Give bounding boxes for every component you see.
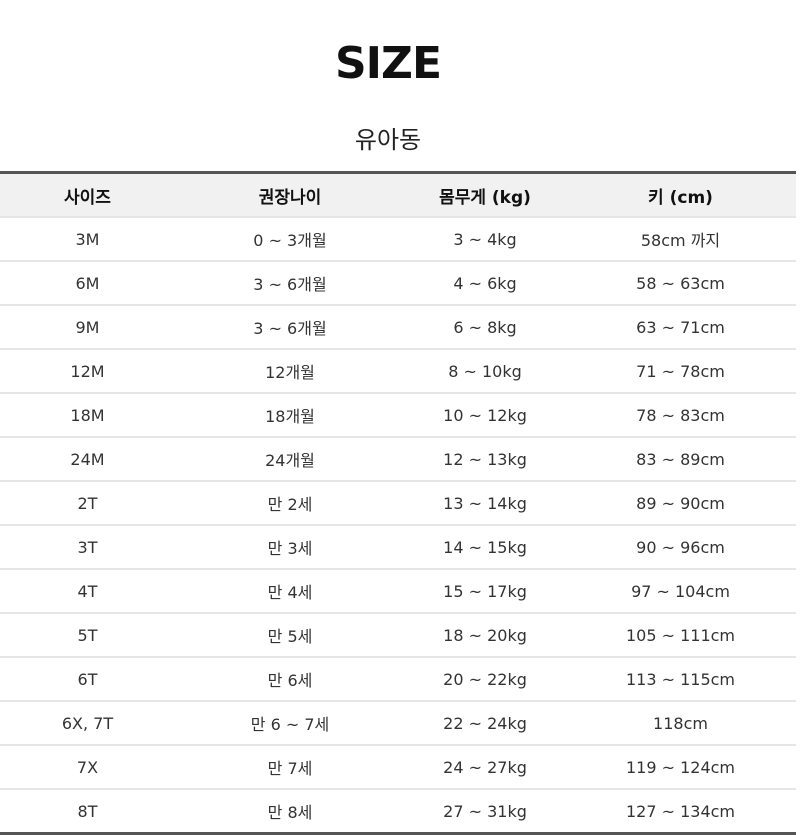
- table-row: 24M 24개월 12 ~ 13kg 83 ~ 89cm: [0, 436, 796, 481]
- header-height: 키 (cm): [648, 187, 713, 208]
- cell-weight: 22 ~ 24kg: [405, 700, 565, 745]
- cell-age: 만 2세: [175, 480, 405, 525]
- cell-size: 6X, 7T: [0, 700, 175, 745]
- cell-weight: 20 ~ 22kg: [405, 656, 565, 701]
- cell-weight: 12 ~ 13kg: [405, 436, 565, 481]
- cell-height: 127 ~ 134cm: [565, 788, 796, 834]
- cell-age: 0 ~ 3개월: [175, 216, 405, 261]
- table-row: 3M 0 ~ 3개월 3 ~ 4kg 58cm 까지: [0, 216, 796, 261]
- table-row: 4T 만 4세 15 ~ 17kg 97 ~ 104cm: [0, 568, 796, 613]
- cell-height: 105 ~ 111cm: [565, 612, 796, 657]
- cell-size: 8T: [0, 788, 175, 834]
- cell-age: 만 6 ~ 7세: [175, 700, 405, 745]
- cell-weight: 15 ~ 17kg: [405, 568, 565, 613]
- table-row: 12M 12개월 8 ~ 10kg 71 ~ 78cm: [0, 348, 796, 393]
- header-age: 권장나이: [258, 187, 322, 208]
- cell-height: 89 ~ 90cm: [565, 480, 796, 525]
- cell-age: 만 3세: [175, 524, 405, 569]
- cell-weight: 18 ~ 20kg: [405, 612, 565, 657]
- cell-height: 63 ~ 71cm: [565, 304, 796, 349]
- cell-size: 6T: [0, 656, 175, 701]
- cell-weight: 24 ~ 27kg: [405, 744, 565, 789]
- cell-weight: 27 ~ 31kg: [405, 788, 565, 834]
- cell-size: 5T: [0, 612, 175, 657]
- cell-age: 만 5세: [175, 612, 405, 657]
- cell-height: 119 ~ 124cm: [565, 744, 796, 789]
- table-row: 6X, 7T 만 6 ~ 7세 22 ~ 24kg 118cm: [0, 700, 796, 745]
- cell-age: 만 8세: [175, 788, 405, 834]
- cell-weight: 8 ~ 10kg: [405, 348, 565, 393]
- table-row: 2T 만 2세 13 ~ 14kg 89 ~ 90cm: [0, 480, 796, 525]
- table-row: 6M 3 ~ 6개월 4 ~ 6kg 58 ~ 63cm: [0, 260, 796, 305]
- cell-size: 2T: [0, 480, 175, 525]
- cell-height: 83 ~ 89cm: [565, 436, 796, 481]
- header-weight: 몸무게 (kg): [439, 187, 531, 208]
- table-header-row: 사이즈 권장나이 몸무게 (kg) 키 (cm): [0, 172, 796, 217]
- cell-age: 만 7세: [175, 744, 405, 789]
- cell-age: 12개월: [175, 348, 405, 393]
- cell-size: 3T: [0, 524, 175, 569]
- cell-age: 3 ~ 6개월: [175, 304, 405, 349]
- cell-weight: 6 ~ 8kg: [405, 304, 565, 349]
- cell-weight: 13 ~ 14kg: [405, 480, 565, 525]
- cell-size: 3M: [0, 216, 175, 261]
- cell-age: 18개월: [175, 392, 405, 437]
- header-size: 사이즈: [64, 187, 111, 208]
- table-row: 9M 3 ~ 6개월 6 ~ 8kg 63 ~ 71cm: [0, 304, 796, 349]
- cell-height: 78 ~ 83cm: [565, 392, 796, 437]
- cell-size: 9M: [0, 304, 175, 349]
- table-row: 6T 만 6세 20 ~ 22kg 113 ~ 115cm: [0, 656, 796, 701]
- cell-weight: 4 ~ 6kg: [405, 260, 565, 305]
- cell-age: 만 6세: [175, 656, 405, 701]
- table-row: 3T 만 3세 14 ~ 15kg 90 ~ 96cm: [0, 524, 796, 569]
- cell-height: 113 ~ 115cm: [565, 656, 796, 701]
- cell-height: 58 ~ 63cm: [565, 260, 796, 305]
- cell-weight: 3 ~ 4kg: [405, 216, 565, 261]
- cell-size: 6M: [0, 260, 175, 305]
- table-row: 5T 만 5세 18 ~ 20kg 105 ~ 111cm: [0, 612, 796, 657]
- size-table: 사이즈 권장나이 몸무게 (kg) 키 (cm) 3M 0 ~ 3개월 3 ~ 4k…: [0, 171, 796, 835]
- cell-age: 만 4세: [175, 568, 405, 613]
- cell-height: 90 ~ 96cm: [565, 524, 796, 569]
- cell-size: 24M: [0, 436, 175, 481]
- cell-size: 4T: [0, 568, 175, 613]
- cell-height: 58cm 까지: [565, 216, 796, 261]
- page-title: SIZE: [334, 38, 442, 89]
- cell-size: 18M: [0, 392, 175, 437]
- cell-size: 12M: [0, 348, 175, 393]
- table-row: 18M 18개월 10 ~ 12kg 78 ~ 83cm: [0, 392, 796, 437]
- cell-age: 3 ~ 6개월: [175, 260, 405, 305]
- cell-height: 71 ~ 78cm: [565, 348, 796, 393]
- table-row: 8T 만 8세 27 ~ 31kg 127 ~ 134cm: [0, 788, 796, 834]
- cell-height: 97 ~ 104cm: [565, 568, 796, 613]
- cell-size: 7X: [0, 744, 175, 789]
- cell-age: 24개월: [175, 436, 405, 481]
- cell-height: 118cm: [565, 700, 796, 745]
- cell-weight: 10 ~ 12kg: [405, 392, 565, 437]
- cell-weight: 14 ~ 15kg: [405, 524, 565, 569]
- table-row: 7X 만 7세 24 ~ 27kg 119 ~ 124cm: [0, 744, 796, 789]
- page-subtitle: 유아동: [354, 126, 422, 154]
